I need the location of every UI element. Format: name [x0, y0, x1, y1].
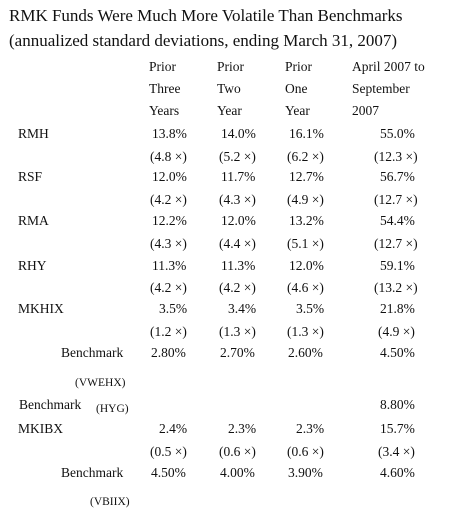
rsf-c1-multiple: (4.2 ×) — [150, 192, 187, 207]
mkibx-c1-multiple: (0.5 ×) — [150, 444, 187, 459]
mkibx-c2-value: 2.3% — [228, 421, 257, 436]
header-c2-line1: Prior — [217, 59, 244, 74]
rhy-c2-value: 11.3% — [221, 258, 256, 273]
bench-vwehx-c1-value: 2.80% — [151, 345, 186, 360]
mkibx-c2-multiple: (0.6 ×) — [219, 444, 256, 459]
mkhix-c1-multiple: (1.2 ×) — [150, 324, 187, 339]
rsf-c2-multiple: (4.3 ×) — [219, 192, 256, 207]
mkhix-c4-value: 21.8% — [380, 301, 415, 316]
header-c4-line2: September — [352, 81, 410, 96]
mkhix-c1-value: 3.5% — [159, 301, 188, 316]
mkhix-c3-multiple: (1.3 ×) — [287, 324, 324, 339]
rma-c3-value: 13.2% — [289, 213, 324, 228]
rsf-c2-value: 11.7% — [221, 169, 256, 184]
row-label-mkibx: MKIBX — [18, 421, 64, 436]
rsf-c3-value: 12.7% — [289, 169, 324, 184]
rsf-c1-value: 12.0% — [152, 169, 187, 184]
rma-c2-value: 12.0% — [221, 213, 256, 228]
header-c4-line3: 2007 — [352, 103, 379, 118]
bench-vwehx-c3-value: 2.60% — [288, 345, 323, 360]
rsf-c4-multiple: (12.7 ×) — [374, 192, 418, 207]
rsf-c4-value: 56.7% — [380, 169, 415, 184]
mkibx-c4-value: 15.7% — [380, 421, 415, 436]
header-c1-line1: Prior — [149, 59, 176, 74]
table-subtitle: (annualized standard deviations, ending … — [9, 31, 398, 50]
header-c1-line2: Three — [149, 81, 181, 96]
rhy-c3-multiple: (4.6 ×) — [287, 280, 324, 295]
rma-c4-value: 54.4% — [380, 213, 415, 228]
header-c2-line2: Two — [217, 81, 241, 96]
mkibx-c3-value: 2.3% — [296, 421, 325, 436]
mkhix-c3-value: 3.5% — [296, 301, 325, 316]
header-c1-line3: Years — [149, 103, 180, 118]
row-label-benchmark-vwehx: Benchmark — [61, 345, 124, 360]
rma-c1-multiple: (4.3 ×) — [150, 236, 187, 251]
header-c4-line1: April 2007 to — [352, 59, 425, 74]
mkibx-c4-multiple: (3.4 ×) — [378, 444, 415, 459]
rhy-c4-value: 59.1% — [380, 258, 415, 273]
mkibx-c3-multiple: (0.6 ×) — [287, 444, 324, 459]
rmh-c1-value: 13.8% — [152, 126, 187, 141]
mkhix-c2-multiple: (1.3 ×) — [219, 324, 256, 339]
rmh-c2-value: 14.0% — [221, 126, 256, 141]
rhy-c2-multiple: (4.2 ×) — [219, 280, 256, 295]
rma-c2-multiple: (4.4 ×) — [219, 236, 256, 251]
header-c3-line2: One — [285, 81, 308, 96]
header-c2-line3: Year — [217, 103, 242, 118]
row-label-rma: RMA — [18, 213, 49, 228]
row-label-benchmark-vbiix: Benchmark — [61, 465, 124, 480]
rhy-c1-multiple: (4.2 ×) — [150, 280, 187, 295]
table-title: RMK Funds Were Much More Volatile Than B… — [9, 6, 403, 25]
mkibx-c1-value: 2.4% — [159, 421, 188, 436]
rhy-c4-multiple: (13.2 ×) — [374, 280, 418, 295]
row-label-rhy: RHY — [18, 258, 47, 273]
rhy-c3-value: 12.0% — [289, 258, 324, 273]
bench-vbiix-c2-value: 4.00% — [220, 465, 255, 480]
rmh-c2-multiple: (5.2 ×) — [219, 149, 256, 164]
row-label-rmh: RMH — [18, 126, 49, 141]
rma-c1-value: 12.2% — [152, 213, 187, 228]
bench-vbiix-c4-value: 4.60% — [380, 465, 415, 480]
bench-hyg-c4-value: 8.80% — [380, 397, 415, 412]
rmh-c3-value: 16.1% — [289, 126, 324, 141]
mkhix-c4-multiple: (4.9 ×) — [378, 324, 415, 339]
row-label-mkhix: MKHIX — [18, 301, 64, 316]
bench-vwehx-c4-value: 4.50% — [380, 345, 415, 360]
rmh-c4-value: 55.0% — [380, 126, 415, 141]
header-c3-line1: Prior — [285, 59, 312, 74]
rsf-c3-multiple: (4.9 ×) — [287, 192, 324, 207]
header-c3-line3: Year — [285, 103, 310, 118]
mkhix-c2-value: 3.4% — [228, 301, 257, 316]
rma-c4-multiple: (12.7 ×) — [374, 236, 418, 251]
rma-c3-multiple: (5.1 ×) — [287, 236, 324, 251]
benchmark-ticker-vwehx: (VWEHX) — [75, 377, 126, 389]
rhy-c1-value: 11.3% — [152, 258, 187, 273]
bench-vwehx-c2-value: 2.70% — [220, 345, 255, 360]
rmh-c3-multiple: (6.2 ×) — [287, 149, 324, 164]
rmh-c4-multiple: (12.3 ×) — [374, 149, 418, 164]
rmh-c1-multiple: (4.8 ×) — [150, 149, 187, 164]
benchmark-ticker-hyg: (HYG) — [96, 403, 129, 415]
row-label-benchmark-hyg: Benchmark — [19, 397, 82, 412]
bench-vbiix-c3-value: 3.90% — [288, 465, 323, 480]
bench-vbiix-c1-value: 4.50% — [151, 465, 186, 480]
row-label-rsf: RSF — [18, 169, 43, 184]
benchmark-ticker-vbiix: (VBIIX) — [90, 496, 130, 508]
